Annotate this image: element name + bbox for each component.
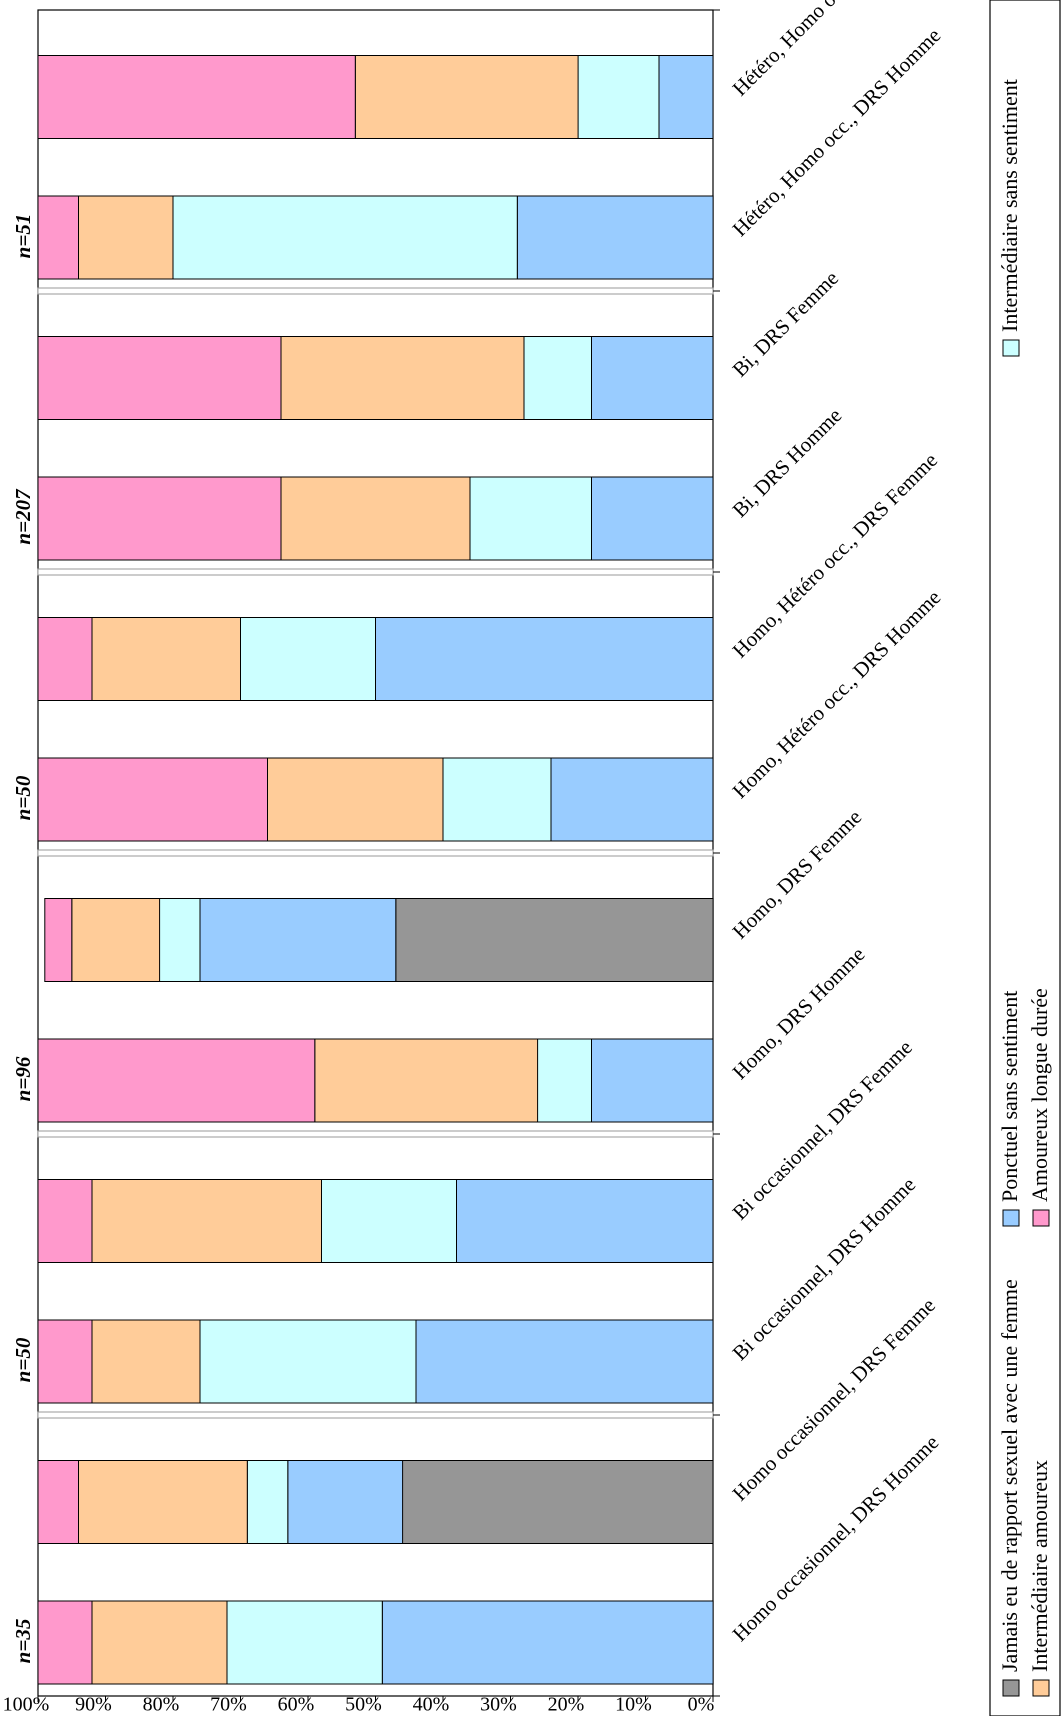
bar-9-intermediaire-sans-sentiment: [469, 476, 592, 561]
bar-8-amoureux-longue-duree: [37, 617, 93, 701]
value-tick-label: 60%: [278, 1694, 315, 1716]
bar-3-ponctuel-sans-sentiment: [415, 1319, 714, 1404]
legend-label: Intermédiaire sans sentiment: [997, 79, 1022, 332]
bar-7-amoureux-longue-duree: [37, 757, 268, 842]
bar-2-jamais-eu-de-rapport-sexuel-avec-une-femme: [402, 1460, 714, 1544]
bar-11-ponctuel-sans-sentiment: [516, 195, 714, 280]
value-tick-label: 20%: [548, 1694, 585, 1716]
legend-swatch-intermediaire-amoureux: [1032, 1679, 1050, 1697]
bar-12-intermediaire-sans-sentiment: [577, 55, 660, 139]
bar-6-intermediaire-sans-sentiment: [159, 898, 201, 982]
value-tick-label: 40%: [413, 1694, 450, 1716]
bar-10-intermediaire-sans-sentiment: [523, 336, 592, 420]
group-label: n=50: [11, 1337, 35, 1382]
bar-12-intermediaire-amoureux: [354, 55, 579, 139]
legend-swatch-jamais-eu-de-rapport-sexuel-avec-une-femme: [1002, 1679, 1020, 1697]
bar-6-amoureux-longue-duree: [44, 898, 73, 982]
value-tick-label: 50%: [345, 1694, 382, 1716]
rotated-chart-group: 100% 90% 80% 70% 60% 50% 40% 30% 20% 10% 0% Homo o…: [3, 0, 946, 1716]
bar-8-ponctuel-sans-sentiment: [375, 617, 714, 701]
category-label: Homo, DRS Femme: [728, 805, 867, 944]
bar-4-intermediaire-sans-sentiment: [321, 1179, 457, 1263]
bar-6-jamais-eu-de-rapport-sexuel-avec-une-femme: [395, 898, 714, 982]
bar-5-ponctuel-sans-sentiment: [591, 1038, 714, 1123]
bar-3-intermediaire-amoureux: [91, 1319, 201, 1404]
legend-swatch-intermediaire-sans-sentiment: [1002, 339, 1020, 357]
bar-10-ponctuel-sans-sentiment: [591, 336, 714, 420]
bar-1-ponctuel-sans-sentiment: [381, 1600, 714, 1685]
group-separator: [37, 1411, 714, 1419]
bar-2-ponctuel-sans-sentiment: [287, 1460, 404, 1544]
legend-label: Ponctuel sans sentiment: [997, 991, 1022, 1202]
bar-2-intermediaire-sans-sentiment: [246, 1460, 289, 1544]
bar-8-intermediaire-amoureux: [91, 617, 241, 701]
bar-3-amoureux-longue-duree: [37, 1319, 93, 1404]
value-tick-label: 0%: [688, 1694, 715, 1716]
bar-2-amoureux-longue-duree: [37, 1460, 79, 1544]
group-separator: [37, 1130, 714, 1138]
value-tick-label: 100%: [3, 1694, 50, 1716]
legend-swatch-amoureux-longue-duree: [1032, 1209, 1050, 1227]
value-tick-label: 70%: [210, 1694, 247, 1716]
bar-7-intermediaire-sans-sentiment: [442, 757, 552, 842]
legend: Jamais eu de rapport sexuel avec une fem…: [989, 0, 1061, 1717]
group-label: n=35: [11, 1619, 35, 1664]
category-label: Homo, DRS Homme: [728, 942, 870, 1084]
group-label: n=51: [11, 214, 35, 259]
legend-swatch-ponctuel-sans-sentiment: [1002, 1209, 1020, 1227]
bar-11-intermediaire-amoureux: [78, 195, 174, 280]
bar-11-amoureux-longue-duree: [37, 195, 79, 280]
bar-7-intermediaire-amoureux: [267, 757, 444, 842]
bar-6-intermediaire-amoureux: [71, 898, 161, 982]
bar-6-ponctuel-sans-sentiment: [199, 898, 397, 982]
bar-11-intermediaire-sans-sentiment: [172, 195, 518, 280]
category-label: Bi, DRS Femme: [728, 266, 844, 382]
value-tick-label: 30%: [480, 1694, 517, 1716]
bar-1-amoureux-longue-duree: [37, 1600, 93, 1685]
group-separators: [37, 287, 714, 1419]
bar-5-intermediaire-sans-sentiment: [537, 1038, 592, 1123]
bar-4-intermediaire-amoureux: [91, 1179, 322, 1263]
bar-5-intermediaire-amoureux: [314, 1038, 539, 1123]
bar-9-intermediaire-amoureux: [280, 476, 471, 561]
bar-8-intermediaire-sans-sentiment: [240, 617, 376, 701]
group-labels: n=35 n=50 n=96 n=50 n=207 n=51: [11, 214, 35, 1664]
bar-10-intermediaire-amoureux: [280, 336, 525, 420]
category-label: Bi, DRS Homme: [728, 403, 847, 522]
bar-4-ponctuel-sans-sentiment: [456, 1179, 714, 1263]
bar-12-ponctuel-sans-sentiment: [658, 55, 714, 139]
bar-9-ponctuel-sans-sentiment: [591, 476, 714, 561]
bar-1-intermediaire-amoureux: [91, 1600, 228, 1685]
value-tick-label: 90%: [75, 1694, 112, 1716]
group-label: n=50: [11, 775, 35, 820]
value-tick-label: 80%: [143, 1694, 180, 1716]
bar-7-ponctuel-sans-sentiment: [550, 757, 714, 842]
bars: [37, 55, 714, 1685]
bar-10-amoureux-longue-duree: [37, 336, 282, 420]
legend-label: Amoureux longue durée: [1027, 988, 1052, 1202]
bar-9-amoureux-longue-duree: [37, 476, 282, 561]
group-separator: [37, 287, 714, 295]
group-separator: [37, 849, 714, 857]
bar-5-amoureux-longue-duree: [37, 1038, 316, 1123]
bar-3-intermediaire-sans-sentiment: [199, 1319, 417, 1404]
bar-1-intermediaire-sans-sentiment: [226, 1600, 383, 1685]
group-separator: [37, 568, 714, 576]
category-ticks: [713, 9, 720, 1697]
value-tick-label: 10%: [615, 1694, 652, 1716]
legend-label: Intermédiaire amoureux: [1027, 1460, 1052, 1672]
group-label: n=207: [11, 488, 35, 545]
legend-label: Jamais eu de rapport sexuel avec une fem…: [997, 1279, 1022, 1672]
bar-2-intermediaire-amoureux: [78, 1460, 248, 1544]
bar-4-amoureux-longue-duree: [37, 1179, 93, 1263]
group-label: n=96: [11, 1056, 35, 1101]
value-axis: 100% 90% 80% 70% 60% 50% 40% 30% 20% 10% 0%: [3, 1694, 715, 1716]
bar-12-amoureux-longue-duree: [37, 55, 356, 139]
